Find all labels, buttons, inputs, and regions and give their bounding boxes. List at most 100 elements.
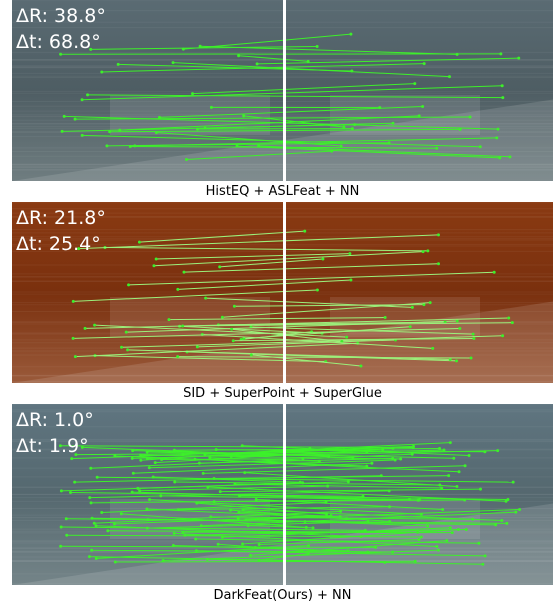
keypoint (445, 539, 448, 542)
keypoint (70, 457, 73, 460)
match-line (162, 459, 303, 460)
keypoint (423, 62, 426, 65)
keypoint (88, 555, 91, 558)
keypoint (176, 288, 179, 291)
keypoint (388, 141, 391, 144)
keypoint (364, 529, 367, 532)
image-divider (283, 202, 286, 383)
keypoint (391, 457, 394, 460)
keypoint (339, 510, 342, 513)
keypoint (451, 531, 454, 534)
keypoint (139, 459, 142, 462)
keypoint (374, 546, 377, 549)
keypoint (496, 449, 499, 452)
keypoint (449, 441, 452, 444)
keypoint (499, 52, 502, 55)
keypoint (342, 126, 345, 129)
keypoint (349, 33, 352, 36)
keypoint (362, 495, 365, 498)
keypoint (69, 491, 72, 494)
keypoint (63, 115, 66, 118)
keypoint (81, 98, 84, 101)
keypoint (173, 480, 176, 483)
keypoint (518, 508, 521, 511)
keypoint (517, 57, 520, 60)
keypoint (176, 355, 179, 358)
image-divider (283, 0, 286, 181)
keypoint (469, 116, 472, 119)
keypoint (465, 528, 468, 531)
keypoint (349, 279, 352, 282)
keypoint (202, 472, 205, 475)
keypoint (60, 489, 63, 492)
figure: ΔR: 38.8°Δt: 68.8°HistEQ + ASLFeat + NNΔ… (0, 0, 553, 603)
keypoint (191, 92, 194, 95)
panel: ΔR: 1.0°Δt: 1.9°DarkFeat(Ours) + NN (12, 404, 553, 603)
panel: ΔR: 21.8°Δt: 25.4°SID + SuperPoint + Sup… (12, 202, 553, 401)
keypoint (237, 511, 240, 514)
keypoint (497, 128, 500, 131)
keypoint (437, 262, 440, 265)
keypoint (206, 558, 209, 561)
keypoint (464, 464, 467, 467)
caption: HistEQ + ASLFeat + NN (206, 184, 360, 199)
keypoint (255, 498, 258, 501)
keypoint (258, 543, 261, 546)
keypoint (154, 461, 157, 464)
keypoint (250, 353, 253, 356)
keypoint (421, 105, 424, 108)
keypoint (388, 505, 391, 508)
keypoint (60, 526, 63, 529)
keypoint (426, 249, 429, 252)
keypoint (173, 532, 176, 535)
keypoint (431, 347, 434, 350)
keypoint (204, 297, 207, 300)
keypoint (511, 321, 514, 324)
keypoint (61, 130, 64, 133)
keypoint (117, 63, 120, 66)
keypoint (455, 359, 458, 362)
keypoint (347, 480, 350, 483)
keypoint (508, 155, 511, 158)
keypoint (470, 357, 473, 360)
keypoint (194, 537, 197, 540)
keypoint (132, 472, 135, 475)
keypoint (138, 489, 141, 492)
keypoint (493, 271, 496, 274)
keypoint (237, 54, 240, 57)
keypoint (378, 106, 381, 109)
keypoint (90, 501, 93, 504)
keypoint (350, 70, 353, 73)
translation-error: Δt: 25.4° (16, 233, 101, 255)
keypoint (384, 316, 387, 319)
keypoint (59, 545, 62, 548)
keypoint (243, 471, 246, 474)
keypoint (100, 70, 103, 73)
keypoint (409, 325, 412, 328)
keypoint (458, 470, 461, 473)
keypoint (417, 499, 420, 502)
keypoint (507, 317, 510, 320)
rotation-error: ΔR: 21.8° (16, 207, 106, 229)
keypoint (448, 75, 451, 78)
keypoint (463, 498, 466, 501)
keypoint (388, 489, 391, 492)
keypoint (120, 512, 123, 515)
keypoint (217, 543, 220, 546)
keypoint (479, 488, 482, 491)
keypoint (438, 447, 441, 450)
keypoint (435, 545, 438, 548)
keypoint (472, 337, 475, 340)
keypoint (59, 53, 62, 56)
keypoint (326, 485, 329, 488)
keypoint (185, 158, 188, 161)
keypoint (420, 513, 423, 516)
keypoint (456, 319, 459, 322)
keypoint (345, 336, 348, 339)
keypoint (127, 283, 130, 286)
keypoint (120, 346, 123, 349)
keypoint (449, 526, 452, 529)
keypoint (413, 82, 416, 85)
keypoint (311, 526, 314, 529)
keypoint (477, 542, 480, 545)
